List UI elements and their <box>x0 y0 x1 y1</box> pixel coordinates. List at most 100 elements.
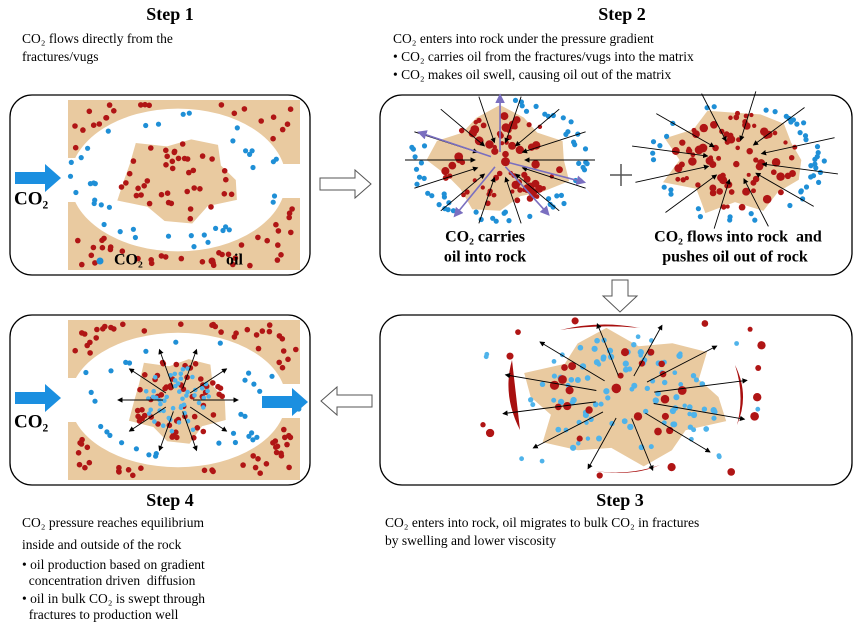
particle <box>597 472 603 478</box>
particle <box>808 174 813 179</box>
particle <box>753 176 760 183</box>
particle <box>822 158 827 163</box>
particle <box>223 177 229 183</box>
particle <box>572 317 579 324</box>
particle <box>107 205 112 210</box>
particle <box>179 376 184 381</box>
particle <box>681 177 686 182</box>
particle <box>119 184 125 190</box>
particle <box>679 139 685 145</box>
particle <box>267 329 273 335</box>
particle <box>687 412 691 416</box>
particle <box>83 370 88 375</box>
particle <box>154 396 159 401</box>
particle <box>177 420 182 425</box>
particle <box>288 106 294 112</box>
particle <box>179 372 184 377</box>
particle <box>271 159 276 164</box>
particle <box>210 380 216 386</box>
particle <box>441 167 449 175</box>
particle <box>563 132 568 137</box>
legend-label: oil <box>226 252 243 269</box>
particle <box>215 384 221 390</box>
particle <box>561 115 566 120</box>
particle <box>486 429 494 437</box>
particle <box>91 245 97 251</box>
particle <box>208 204 214 210</box>
particle <box>230 138 235 143</box>
particle <box>233 330 239 336</box>
particle <box>631 342 636 347</box>
particle <box>190 375 195 380</box>
particle <box>188 206 194 212</box>
flow-arrow <box>321 387 372 415</box>
particle <box>636 334 641 339</box>
particle <box>442 191 447 196</box>
legend-swatch <box>97 258 104 265</box>
particle <box>280 365 286 371</box>
particle <box>801 120 806 125</box>
particle <box>516 146 524 154</box>
particle <box>173 340 178 345</box>
particle <box>148 257 154 263</box>
particle <box>281 427 287 433</box>
particle <box>159 392 165 398</box>
particle <box>575 377 581 383</box>
particle <box>100 245 106 251</box>
particle <box>89 253 95 259</box>
particle <box>451 208 456 213</box>
flow-arrow <box>603 280 637 312</box>
particle <box>197 401 202 406</box>
particle <box>87 460 93 466</box>
particle <box>485 140 493 148</box>
particle <box>280 127 286 133</box>
diagram: Step 1 CO₂ flows directly from the fract… <box>0 0 858 624</box>
particle <box>92 399 97 404</box>
particle <box>603 388 609 394</box>
particle <box>242 378 247 383</box>
caption: oil into rock <box>444 249 526 266</box>
particle <box>192 414 198 420</box>
particle <box>733 115 739 121</box>
particle <box>596 436 602 442</box>
particle <box>583 146 588 151</box>
particle <box>422 143 427 148</box>
particle <box>591 346 597 352</box>
particle <box>816 180 821 185</box>
particle <box>174 362 180 368</box>
particle <box>173 372 178 377</box>
particle <box>568 377 574 383</box>
particle <box>258 118 264 124</box>
particle <box>751 188 756 193</box>
particle <box>422 176 427 181</box>
particle <box>554 193 559 198</box>
particle <box>87 350 93 356</box>
particle <box>102 222 107 227</box>
particle <box>177 389 182 394</box>
step-text: • oil in bulk CO₂ is swept through <box>22 591 205 606</box>
particle <box>277 333 283 339</box>
particle <box>747 173 751 177</box>
particle <box>746 148 752 154</box>
particle <box>164 395 169 400</box>
particle <box>170 429 175 434</box>
particle <box>205 389 210 394</box>
particle <box>218 329 224 335</box>
particle <box>276 228 282 234</box>
particle <box>76 450 82 456</box>
particle <box>716 156 721 161</box>
particle <box>749 113 753 117</box>
particle <box>222 168 228 174</box>
particle <box>621 348 629 356</box>
particle <box>170 166 176 172</box>
particle <box>91 122 97 128</box>
particle <box>818 170 823 175</box>
particle <box>172 149 178 155</box>
particle <box>798 130 803 135</box>
particle <box>111 108 117 114</box>
particle <box>645 386 650 391</box>
particle <box>197 186 203 192</box>
particle <box>200 259 206 265</box>
particle <box>271 200 276 205</box>
particle <box>688 425 693 430</box>
